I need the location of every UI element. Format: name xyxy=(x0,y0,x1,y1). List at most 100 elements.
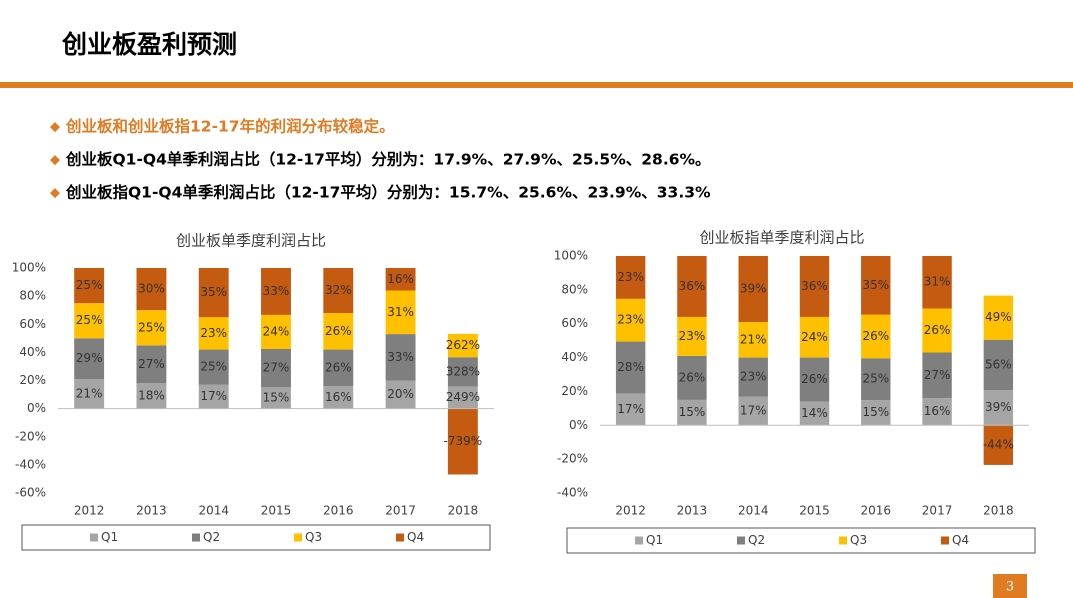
bar-segment xyxy=(861,400,891,426)
bar-segment xyxy=(261,387,291,409)
x-tick-label: 2014 xyxy=(198,504,229,518)
x-tick-label: 2012 xyxy=(615,504,646,518)
data-label: 32% xyxy=(325,283,352,297)
bullet-icon: ◆ xyxy=(50,120,60,135)
data-label: 16% xyxy=(325,390,352,404)
bullet-text: 创业板和创业板指12-17年的利润分布较稳定。 xyxy=(65,117,395,136)
bar-segment xyxy=(738,357,768,397)
data-label: 39% xyxy=(740,282,767,296)
data-label: 14% xyxy=(801,406,828,420)
data-label: 16% xyxy=(387,272,414,286)
x-tick-label: 2012 xyxy=(74,504,105,518)
bar-segment xyxy=(323,349,354,387)
bar-segment xyxy=(136,268,167,311)
y-tick-label: -40% xyxy=(15,457,46,471)
bar-segment xyxy=(447,357,478,387)
legend-label: Q1 xyxy=(101,530,118,544)
data-label: 21% xyxy=(740,332,767,346)
bar-segment xyxy=(861,358,891,401)
data-label: 35% xyxy=(200,285,227,299)
data-label: 26% xyxy=(801,372,828,386)
page-number-box xyxy=(993,574,1027,598)
data-label: 26% xyxy=(862,329,889,343)
data-label: 26% xyxy=(679,370,706,384)
y-tick-label: 100% xyxy=(554,249,588,263)
data-label: -44% xyxy=(983,438,1014,452)
data-label: 26% xyxy=(924,323,951,337)
bar-segment xyxy=(922,398,952,426)
bar-segment xyxy=(922,308,952,353)
data-label: 23% xyxy=(617,313,644,327)
data-label: 25% xyxy=(138,320,165,334)
page-number: 3 xyxy=(1006,580,1014,595)
data-label: 26% xyxy=(325,360,352,374)
data-label: 24% xyxy=(801,330,828,344)
data-label: 23% xyxy=(200,326,227,340)
y-tick-label: 80% xyxy=(561,282,588,296)
bar-segment xyxy=(983,425,1014,465)
data-label: 328% xyxy=(446,364,480,378)
y-tick-label: 40% xyxy=(19,345,46,359)
data-label: -739% xyxy=(444,434,483,448)
y-tick-label: -40% xyxy=(557,486,588,500)
data-label: 18% xyxy=(138,388,165,402)
x-tick-label: 2013 xyxy=(677,504,708,518)
y-tick-label: 40% xyxy=(561,350,588,364)
bar-segment xyxy=(323,313,354,350)
legend-swatch xyxy=(737,536,745,545)
x-tick-label: 2018 xyxy=(448,504,479,518)
y-tick-label: 60% xyxy=(561,316,588,330)
data-label: 21% xyxy=(76,386,103,400)
y-tick-label: 20% xyxy=(19,373,46,387)
bar-segment xyxy=(615,298,646,342)
y-tick-label: 100% xyxy=(12,261,46,275)
data-label: 15% xyxy=(679,405,706,419)
legend-swatch xyxy=(941,536,949,545)
header-rule xyxy=(0,82,1073,88)
data-label: 56% xyxy=(985,357,1012,371)
bar-segment xyxy=(615,256,646,299)
bullet-icon: ◆ xyxy=(50,153,60,168)
data-label: 35% xyxy=(862,278,889,292)
bar-segment xyxy=(198,268,229,318)
bar-segment xyxy=(738,396,768,426)
legend-label: Q3 xyxy=(850,533,867,547)
legend-label: Q4 xyxy=(952,533,969,547)
bar-segment xyxy=(323,386,354,409)
bar-segment xyxy=(136,310,167,346)
bar-segment xyxy=(983,295,1014,340)
bullet-text: 创业板指Q1-Q4单季利润占比（12-17平均）分别为：15.7%、25.6%、… xyxy=(65,183,711,202)
data-label: 25% xyxy=(76,278,103,292)
bar-segment xyxy=(198,317,229,350)
bar-segment xyxy=(677,256,707,317)
legend-swatch xyxy=(192,533,200,542)
data-label: 30% xyxy=(138,282,165,296)
bar-segment xyxy=(261,314,291,349)
bar-segment xyxy=(136,383,167,409)
legend-swatch xyxy=(839,536,847,545)
y-tick-label: 80% xyxy=(19,289,46,303)
bar-segment xyxy=(74,303,105,339)
y-tick-label: -20% xyxy=(557,452,588,466)
data-label: 25% xyxy=(862,372,889,386)
x-tick-label: 2015 xyxy=(261,504,292,518)
data-label: 33% xyxy=(263,284,290,298)
bar-segment xyxy=(74,338,105,380)
bar-segment xyxy=(799,316,830,358)
bar-segment xyxy=(799,357,830,402)
legend-box xyxy=(21,524,491,551)
x-tick-label: 2016 xyxy=(861,504,892,518)
data-label: 24% xyxy=(263,324,290,338)
bar-segment xyxy=(385,268,416,291)
legend-swatch xyxy=(635,536,643,545)
y-tick-label: -60% xyxy=(15,486,46,500)
data-label: 23% xyxy=(740,370,767,384)
bar-segment xyxy=(198,384,229,409)
legend-label: Q4 xyxy=(407,530,424,544)
bar-segment xyxy=(677,355,707,400)
legend-label: Q3 xyxy=(305,530,322,544)
y-tick-label: 0% xyxy=(27,401,46,415)
bar-segment xyxy=(861,314,891,359)
data-label: 39% xyxy=(985,400,1012,414)
bar-segment xyxy=(261,348,291,388)
